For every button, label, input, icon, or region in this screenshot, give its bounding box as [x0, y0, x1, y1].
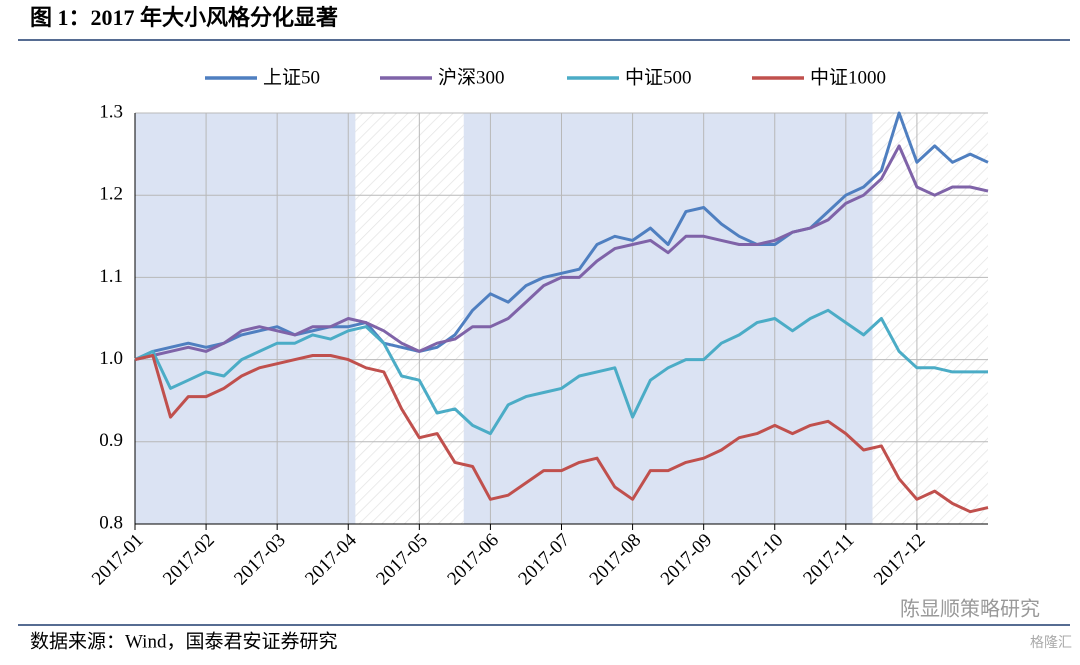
highlight-span	[463, 113, 873, 524]
highlight-span	[135, 113, 356, 524]
x-tick-label: 2017-11	[799, 530, 858, 589]
y-tick-label: 0.9	[99, 430, 123, 451]
line-series	[134, 308, 988, 436]
y-tick-label: 0.8	[99, 512, 123, 533]
legend-label: 中证1000	[810, 66, 886, 88]
line-series	[134, 144, 989, 362]
x-tick-label: 2017-06	[443, 530, 503, 590]
y-tick-label: 1.3	[99, 101, 123, 122]
x-tick-label: 2017-03	[230, 530, 290, 590]
x-tick-label: 2017-04	[301, 529, 361, 589]
y-tick-label: 1.2	[99, 184, 123, 205]
legend-label: 中证500	[625, 66, 692, 88]
chart-title: 图 1：2017 年大小风格分化显著	[30, 5, 338, 30]
watermark: 格隆汇	[1030, 635, 1072, 651]
source: 数据来源：Wind，国泰君安证券研究	[30, 630, 337, 652]
x-tick-label: 2017-08	[586, 530, 646, 590]
x-tick-label: 2017-09	[657, 530, 717, 590]
line-series	[134, 111, 989, 361]
y-tick-label: 1.0	[99, 348, 123, 369]
x-tick-label: 2017-10	[728, 530, 788, 590]
line-series	[134, 354, 989, 514]
watermark: 陈显顺策略研究	[900, 597, 1040, 621]
x-tick-label: 2017-07	[514, 530, 574, 590]
x-tick-label: 2017-12	[870, 530, 930, 590]
x-tick-label: 2017-02	[159, 530, 219, 590]
x-tick-label: 2017-01	[88, 530, 148, 590]
y-tick-label: 1.1	[99, 266, 123, 287]
legend-label: 上证50	[263, 66, 320, 88]
x-tick-label: 2017-05	[372, 530, 432, 590]
legend-label: 沪深300	[438, 66, 505, 88]
